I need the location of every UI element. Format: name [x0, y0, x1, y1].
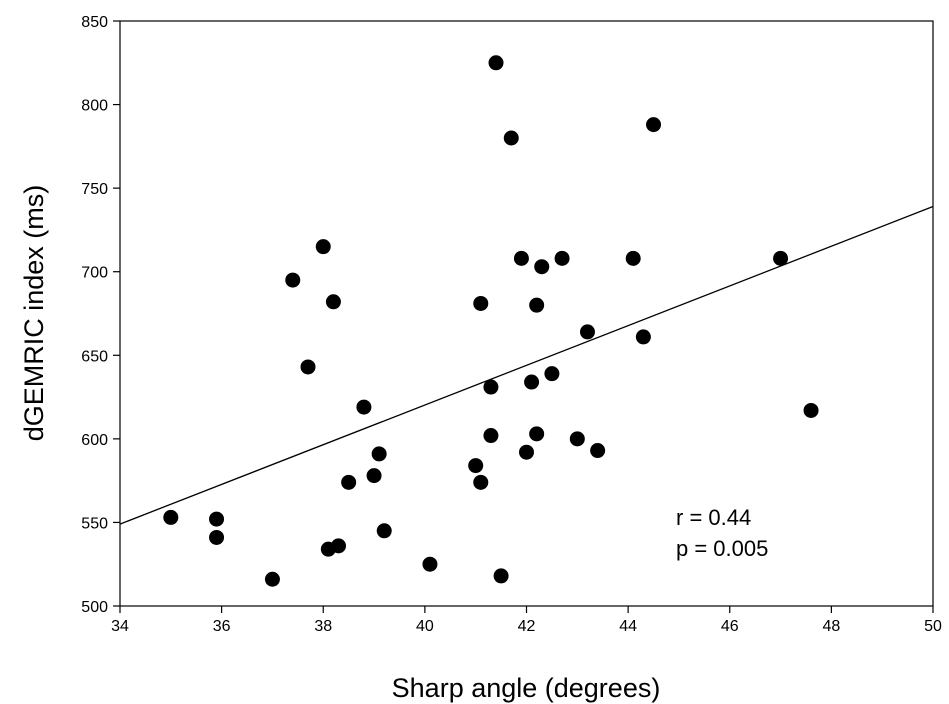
data-point — [488, 55, 504, 71]
y-tick-label: 750 — [81, 181, 108, 198]
data-point — [524, 374, 540, 390]
data-point — [376, 523, 392, 539]
data-point — [371, 446, 387, 462]
y-tick-label: 600 — [81, 432, 108, 449]
data-point — [468, 458, 484, 474]
data-point — [625, 250, 641, 266]
data-point — [264, 571, 280, 587]
data-point — [579, 324, 595, 340]
data-point — [356, 399, 372, 415]
data-point — [773, 250, 789, 266]
data-point — [483, 428, 499, 444]
x-tick-label: 42 — [518, 618, 536, 635]
y-tick-label: 850 — [81, 14, 108, 31]
stat-p-label: p = 0.005 — [676, 536, 768, 561]
data-point — [534, 259, 550, 275]
y-tick-label: 650 — [81, 348, 108, 365]
data-point — [315, 239, 331, 255]
x-tick-label: 34 — [111, 618, 129, 635]
x-tick-label: 36 — [213, 618, 231, 635]
data-point — [544, 366, 560, 382]
data-point — [325, 294, 341, 310]
x-tick-label: 40 — [416, 618, 434, 635]
data-point — [473, 474, 489, 490]
data-point — [330, 538, 346, 554]
data-point — [493, 568, 509, 584]
x-tick-label: 48 — [822, 618, 840, 635]
data-point — [590, 443, 606, 459]
data-points — [163, 55, 819, 587]
data-point — [569, 431, 585, 447]
regression-line — [119, 205, 934, 525]
data-point — [483, 379, 499, 395]
data-point — [422, 556, 438, 572]
data-point — [529, 297, 545, 313]
y-tick-label: 550 — [81, 515, 108, 532]
y-axis-label: dGEMRIC index (ms) — [19, 185, 49, 442]
x-tick-label: 46 — [721, 618, 739, 635]
x-axis-ticks: 34 36 38 40 42 44 46 48 50 — [111, 606, 942, 635]
data-point — [341, 474, 357, 490]
y-axis-ticks: 500 550 600 650 700 750 800 850 — [81, 14, 120, 616]
data-point — [209, 529, 225, 545]
data-point — [646, 117, 662, 133]
data-point — [300, 359, 316, 375]
data-point — [366, 468, 382, 484]
data-point — [529, 426, 545, 442]
data-point — [519, 444, 534, 460]
data-point — [513, 250, 529, 266]
x-axis-label: Sharp angle (degrees) — [392, 673, 661, 703]
data-point — [803, 402, 819, 418]
data-point — [163, 509, 179, 525]
x-tick-label: 44 — [619, 618, 637, 635]
data-point — [473, 295, 489, 311]
y-tick-label: 500 — [81, 599, 108, 616]
y-tick-label: 700 — [81, 265, 108, 282]
data-point — [554, 250, 570, 266]
stat-r-label: r = 0.44 — [676, 505, 751, 530]
x-tick-label: 50 — [924, 618, 942, 635]
data-point — [285, 272, 301, 288]
plot-frame — [119, 20, 934, 607]
data-point — [635, 329, 651, 345]
data-point — [503, 130, 519, 146]
y-tick-label: 800 — [81, 98, 108, 115]
data-point — [209, 511, 225, 527]
x-tick-label: 38 — [314, 618, 332, 635]
